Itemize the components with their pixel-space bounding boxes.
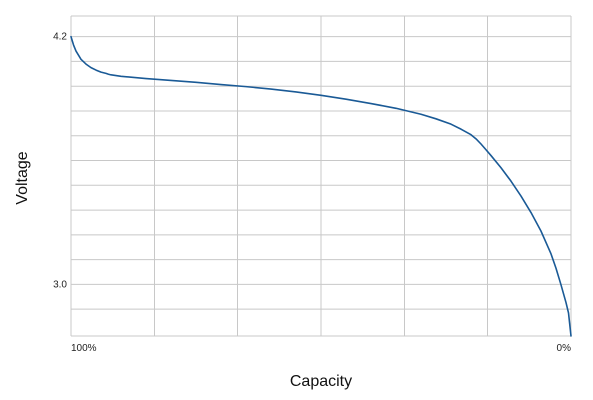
y-tick-label-0: 4.2 xyxy=(53,32,67,43)
x-tick-label-0: 100% xyxy=(71,343,97,354)
series-line-voltage xyxy=(70,35,572,337)
x-tick-label-1: 0% xyxy=(557,343,572,354)
y-tick-label-1: 3.0 xyxy=(53,279,67,290)
x-axis-label: Capacity xyxy=(290,373,352,390)
grid xyxy=(70,15,572,337)
y-axis-label: Voltage xyxy=(14,151,31,204)
tick-labels: 4.2 3.0 100% 0% xyxy=(53,32,571,354)
